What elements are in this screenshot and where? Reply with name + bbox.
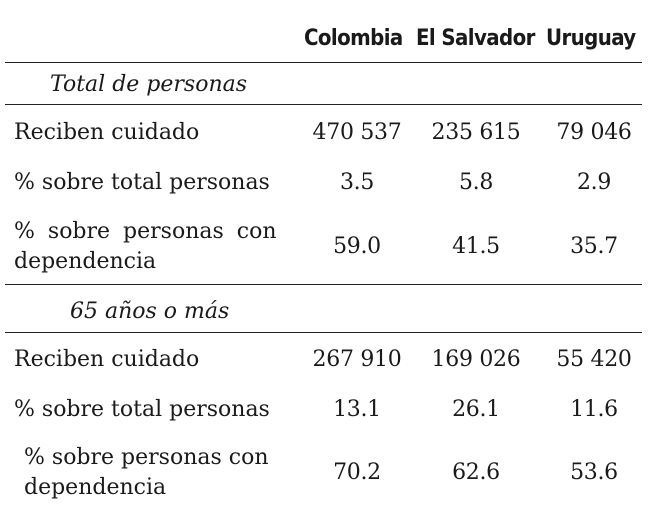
row-label: % sobre total personas <box>14 170 270 195</box>
row-label: % sobre personas con <box>24 445 269 470</box>
cell-value: 79 046 <box>556 120 632 145</box>
row-label: % sobre total personas <box>14 397 270 422</box>
cell-value: 70.2 <box>333 460 381 485</box>
cell-value: 2.9 <box>576 170 612 195</box>
row-label: Reciben cuidado <box>14 120 200 145</box>
cell-value: 11.6 <box>570 397 618 422</box>
row-label-continued: dependencia <box>14 249 157 274</box>
column-header-colombia: Colombia <box>304 26 403 51</box>
cell-value: 41.5 <box>452 234 500 259</box>
cell-value: 53.6 <box>570 460 618 485</box>
cell-value: 59.0 <box>333 234 381 259</box>
cell-value: 5.8 <box>458 170 494 195</box>
cell-value: 55 420 <box>556 347 632 372</box>
cell-value: 13.1 <box>333 397 381 422</box>
cell-value: 470 537 <box>312 120 402 145</box>
table-rule <box>5 284 642 285</box>
table-rule <box>5 332 642 333</box>
cell-value: 26.1 <box>452 397 500 422</box>
cell-value: 169 026 <box>431 347 521 372</box>
row-label: % sobre personas con <box>14 219 277 244</box>
cell-value: 3.5 <box>339 170 375 195</box>
section-title: Total de personas <box>50 72 248 97</box>
cell-value: 235 615 <box>431 120 521 145</box>
column-header-uruguay: Uruguay <box>546 26 636 51</box>
section-title: 65 años o más <box>70 299 230 324</box>
cell-value: 62.6 <box>452 460 500 485</box>
table-rule <box>5 104 642 105</box>
table-rule-top <box>5 62 642 63</box>
row-label-continued: dependencia <box>24 475 167 500</box>
column-header-el-salvador: El Salvador <box>416 26 535 51</box>
cell-value: 35.7 <box>570 234 618 259</box>
row-label: Reciben cuidado <box>14 347 200 372</box>
cell-value: 267 910 <box>312 347 402 372</box>
